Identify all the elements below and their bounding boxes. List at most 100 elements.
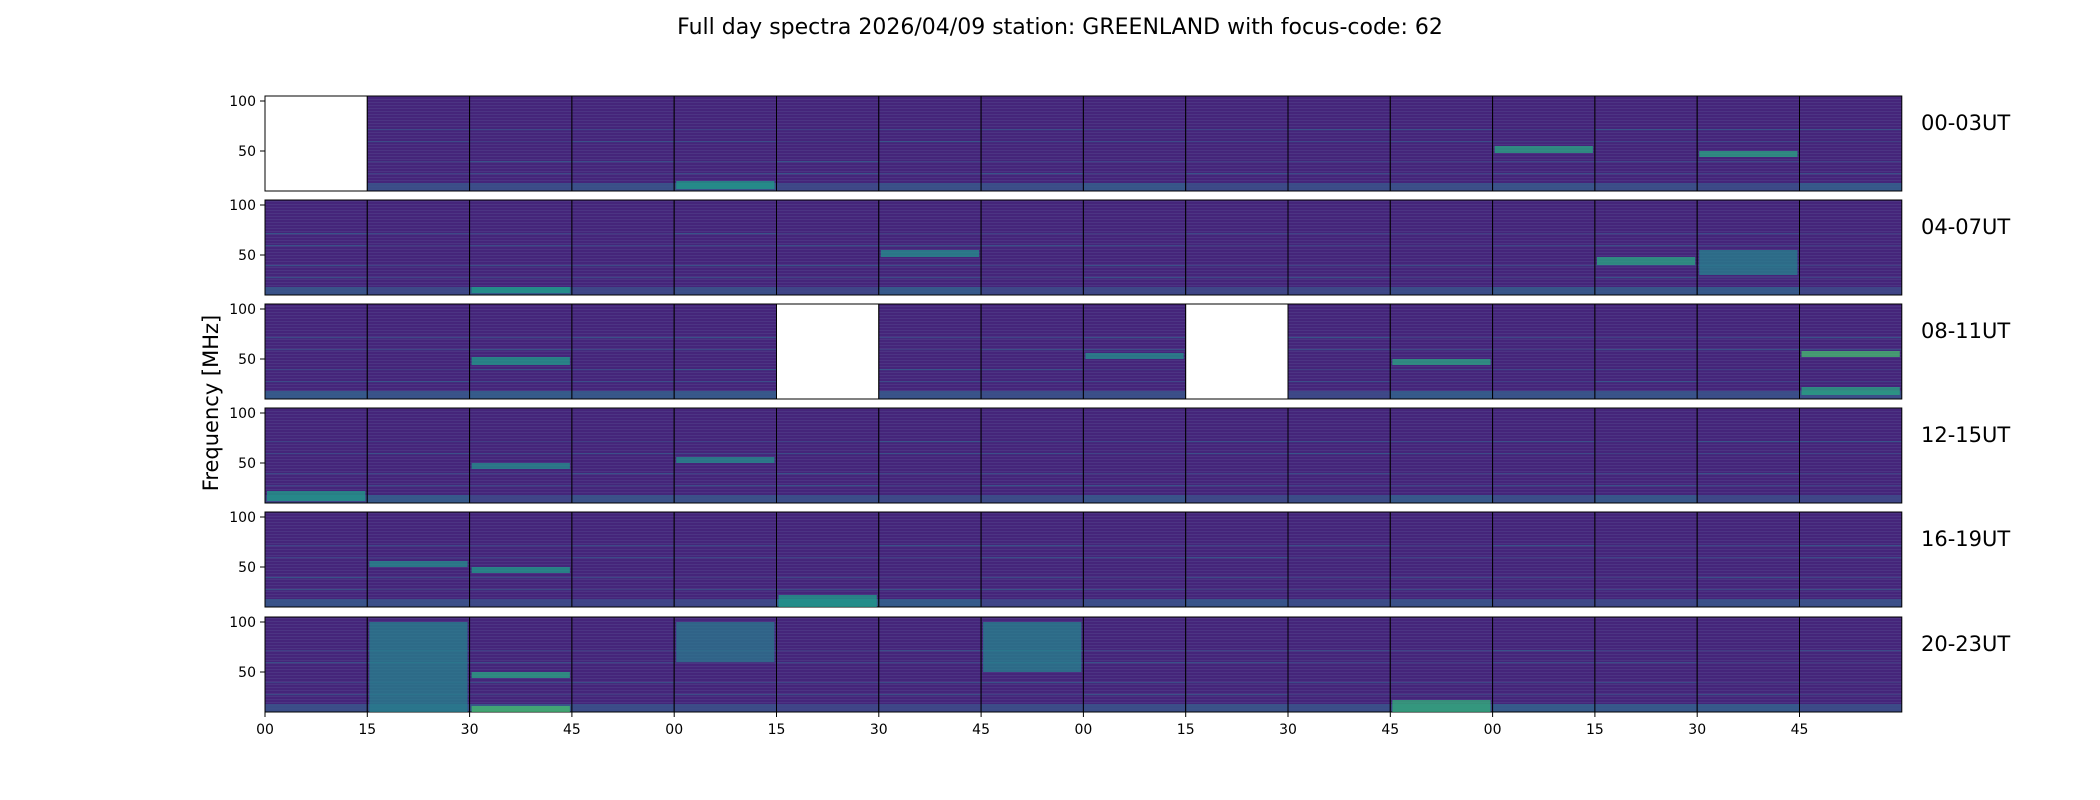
spectrum-panel bbox=[673, 95, 778, 192]
rfi-line bbox=[1390, 265, 1493, 267]
rfi-line bbox=[776, 245, 879, 247]
low-freq-band bbox=[1083, 599, 1186, 607]
low-freq-band bbox=[571, 183, 675, 191]
spectrum-panel bbox=[1185, 95, 1289, 192]
rfi-line bbox=[1799, 694, 1902, 696]
x-tick-label: 30 bbox=[1279, 722, 1297, 738]
rfi-line bbox=[1185, 545, 1288, 547]
rfi-line bbox=[1390, 141, 1493, 143]
rfi-line bbox=[1799, 161, 1902, 163]
x-tick-label: 00 bbox=[1484, 722, 1502, 738]
spectrum-panel bbox=[878, 511, 982, 608]
signal-band bbox=[880, 250, 980, 257]
panel-texture bbox=[1799, 96, 1902, 191]
signal-band bbox=[471, 706, 570, 712]
panel-texture bbox=[981, 512, 1084, 607]
row-label: 16-19UT bbox=[1921, 527, 2010, 551]
low-freq-band bbox=[674, 391, 777, 399]
rfi-line bbox=[1594, 473, 1698, 475]
rfi-line bbox=[674, 369, 777, 371]
panel-texture bbox=[674, 304, 777, 399]
rfi-line bbox=[1390, 381, 1493, 383]
low-freq-band bbox=[1083, 704, 1186, 712]
spectrum-panel bbox=[878, 199, 982, 296]
rfi-line bbox=[1083, 682, 1186, 684]
rfi-line bbox=[571, 662, 675, 664]
spectrum-panel bbox=[571, 95, 675, 192]
rfi-line bbox=[1083, 129, 1186, 131]
rfi-line bbox=[1594, 453, 1698, 455]
x-tick-label: 30 bbox=[1688, 722, 1706, 738]
rfi-line bbox=[1697, 577, 1800, 579]
rfi-line bbox=[1390, 485, 1493, 487]
spectrum-panel bbox=[366, 407, 471, 504]
low-freq-band bbox=[1083, 183, 1186, 191]
rfi-line bbox=[878, 441, 982, 443]
panel-texture bbox=[1083, 200, 1186, 295]
rfi-line bbox=[1697, 650, 1800, 652]
row-label: 08-11UT bbox=[1921, 319, 2010, 343]
signal-band bbox=[1494, 146, 1593, 153]
rfi-line bbox=[1083, 277, 1186, 279]
spectrum-panel bbox=[1594, 407, 1698, 504]
rfi-line bbox=[776, 577, 879, 579]
rfi-line bbox=[1083, 473, 1186, 475]
panel-texture bbox=[1390, 617, 1493, 712]
x-axis: 00 15 30 45 00 15 30 45 00 15 30 45 00 15 30 45 bbox=[256, 712, 1808, 738]
low-freq-band bbox=[1288, 704, 1391, 712]
low-freq-band bbox=[1492, 391, 1595, 399]
panel-texture bbox=[1697, 617, 1800, 712]
rfi-line bbox=[1288, 349, 1391, 351]
rfi-line bbox=[1390, 453, 1493, 455]
y-tick-label: 50 bbox=[238, 456, 256, 472]
signal-band bbox=[676, 181, 775, 189]
low-freq-band bbox=[265, 704, 368, 712]
rfi-line bbox=[1492, 473, 1595, 475]
rfi-line bbox=[571, 453, 675, 455]
signal-band bbox=[471, 357, 570, 365]
rfi-line bbox=[674, 577, 777, 579]
row-label: 12-15UT bbox=[1921, 423, 2010, 447]
rfi-line bbox=[265, 233, 368, 235]
rfi-line bbox=[776, 589, 879, 591]
low-freq-band bbox=[1390, 391, 1493, 399]
panel-texture bbox=[367, 304, 470, 399]
rfi-line bbox=[1697, 473, 1800, 475]
rfi-line bbox=[1390, 161, 1493, 163]
low-freq-band bbox=[981, 391, 1084, 399]
rfi-line bbox=[674, 485, 777, 487]
spectrum-panel bbox=[1696, 511, 1800, 608]
panel-texture bbox=[878, 617, 982, 712]
low-freq-band bbox=[1697, 704, 1800, 712]
spectrum-panel bbox=[1799, 95, 1903, 192]
panel-texture bbox=[1185, 200, 1288, 295]
rfi-line bbox=[469, 589, 572, 591]
rfi-line bbox=[674, 662, 777, 664]
panel-texture bbox=[571, 408, 675, 503]
rfi-line bbox=[1697, 233, 1800, 235]
rfi-line bbox=[776, 694, 879, 696]
low-freq-band bbox=[1083, 287, 1186, 295]
rfi-line bbox=[878, 694, 982, 696]
panel-texture bbox=[674, 96, 777, 191]
rfi-line bbox=[469, 245, 572, 247]
rfi-line bbox=[674, 349, 777, 351]
panel-texture bbox=[1492, 96, 1595, 191]
spectrum-panel bbox=[1082, 616, 1187, 713]
rfi-line bbox=[571, 473, 675, 475]
y-tick-label: 100 bbox=[229, 302, 256, 318]
low-freq-band bbox=[981, 495, 1084, 503]
rfi-line bbox=[1799, 129, 1902, 131]
rfi-line bbox=[265, 662, 368, 664]
rfi-line bbox=[1288, 545, 1391, 547]
low-freq-band bbox=[469, 183, 572, 191]
spectrum-panel bbox=[1594, 303, 1698, 400]
rfi-line bbox=[469, 453, 572, 455]
low-freq-band bbox=[1083, 391, 1186, 399]
low-freq-band bbox=[1185, 704, 1288, 712]
spectra-row: 50 100 04-07UT bbox=[229, 198, 2010, 296]
panel-texture bbox=[1492, 512, 1595, 607]
spectrum-panel bbox=[673, 407, 778, 504]
rfi-line bbox=[674, 161, 777, 163]
rfi-line bbox=[776, 453, 879, 455]
